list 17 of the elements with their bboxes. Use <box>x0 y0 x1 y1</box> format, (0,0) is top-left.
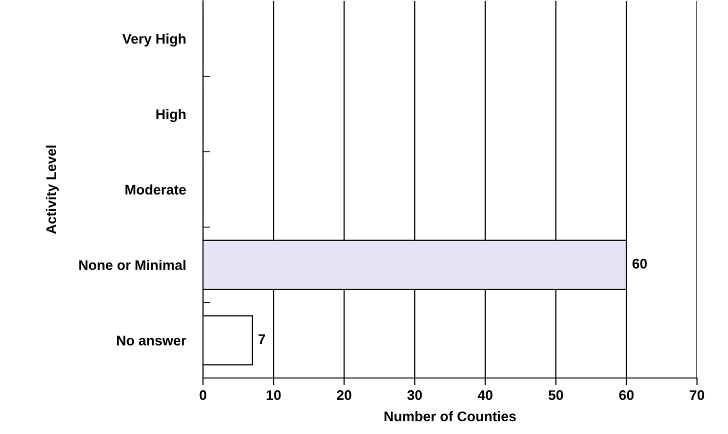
x-axis-title: Number of Counties <box>384 411 516 422</box>
data-label: 7 <box>258 334 266 344</box>
y-tick-label: None or Minimal <box>79 260 186 270</box>
x-tick-label: 60 <box>619 390 634 400</box>
x-tick-label: 40 <box>478 390 492 400</box>
y-tick-label: Moderate <box>126 184 186 195</box>
y-tick-label: Very High <box>122 34 186 47</box>
x-tick-label: 20 <box>336 390 352 400</box>
x-tick-label: 50 <box>548 390 564 400</box>
x-tick-label: 30 <box>407 390 422 400</box>
x-tick-label: 70 <box>690 390 704 400</box>
x-tick-label: 0 <box>200 390 206 400</box>
data-label: 60 <box>632 258 647 269</box>
x-tick-label: 10 <box>266 390 281 400</box>
y-axis-title: Activity Level <box>46 146 59 234</box>
y-tick-label: No answer <box>117 336 186 346</box>
y-tick-label: High <box>156 108 186 122</box>
